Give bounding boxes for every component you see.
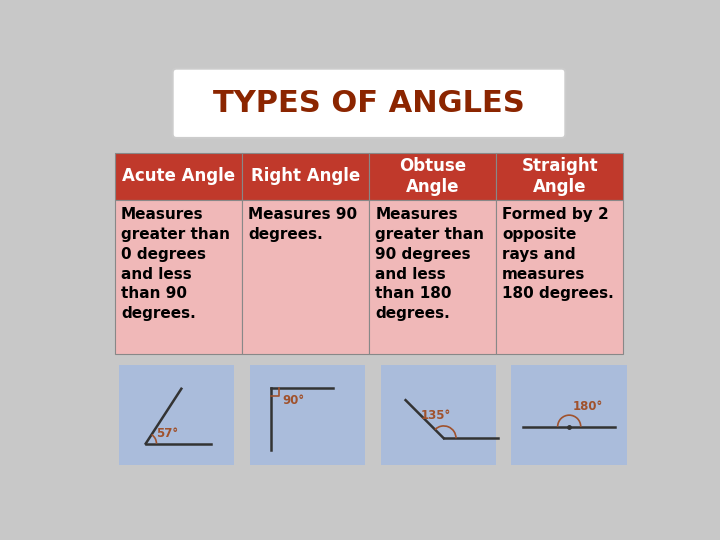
Text: Formed by 2
opposite
rays and
measures
180 degrees.: Formed by 2 opposite rays and measures 1… bbox=[503, 207, 614, 301]
Text: Measures
greater than
90 degrees
and less
than 180
degrees.: Measures greater than 90 degrees and les… bbox=[375, 207, 484, 321]
Text: Measures
greater than
0 degrees
and less
than 90
degrees.: Measures greater than 0 degrees and less… bbox=[121, 207, 230, 321]
Bar bbox=[381, 365, 496, 465]
Text: 57°: 57° bbox=[156, 428, 179, 441]
Bar bbox=[242, 200, 369, 354]
Text: TYPES OF ANGLES: TYPES OF ANGLES bbox=[213, 89, 525, 118]
Text: 135°: 135° bbox=[420, 409, 451, 422]
Bar bbox=[369, 200, 496, 354]
Text: Straight
Angle: Straight Angle bbox=[521, 157, 598, 196]
Bar bbox=[119, 365, 234, 465]
Text: 180°: 180° bbox=[573, 400, 603, 413]
Bar bbox=[496, 153, 623, 200]
Bar bbox=[511, 365, 627, 465]
Text: 90°: 90° bbox=[282, 394, 304, 407]
Text: Measures 90
degrees.: Measures 90 degrees. bbox=[248, 207, 357, 242]
FancyBboxPatch shape bbox=[173, 69, 565, 138]
Bar bbox=[115, 153, 242, 200]
Bar bbox=[250, 365, 365, 465]
Bar bbox=[115, 200, 242, 354]
Bar bbox=[496, 200, 623, 354]
Text: Right Angle: Right Angle bbox=[251, 167, 360, 185]
Bar bbox=[242, 153, 369, 200]
Text: Acute Angle: Acute Angle bbox=[122, 167, 235, 185]
Bar bbox=[369, 153, 496, 200]
Text: Obtuse
Angle: Obtuse Angle bbox=[399, 157, 466, 196]
